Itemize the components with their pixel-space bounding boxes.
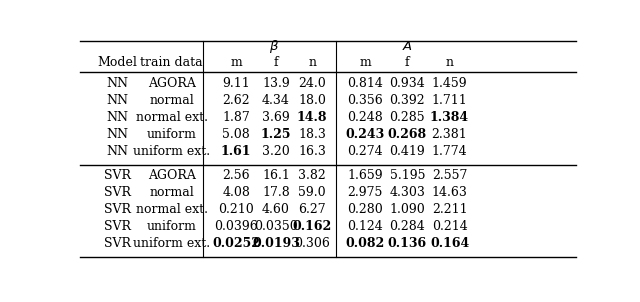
Text: SVR: SVR — [104, 186, 131, 199]
Text: 0.392: 0.392 — [390, 94, 425, 107]
Text: SVR: SVR — [104, 237, 131, 250]
Text: 3.20: 3.20 — [262, 145, 290, 158]
Text: 0.0350: 0.0350 — [254, 220, 298, 233]
Text: 18.0: 18.0 — [298, 94, 326, 107]
Text: 0.210: 0.210 — [218, 203, 254, 217]
Text: 1.87: 1.87 — [222, 111, 250, 124]
Text: 0.164: 0.164 — [430, 237, 469, 250]
Text: 14.8: 14.8 — [297, 111, 328, 124]
Text: SVR: SVR — [104, 220, 131, 233]
Text: 1.774: 1.774 — [432, 145, 467, 158]
Text: NN: NN — [106, 77, 128, 90]
Text: uniform: uniform — [147, 128, 196, 141]
Text: SVR: SVR — [104, 203, 131, 217]
Text: 16.3: 16.3 — [298, 145, 326, 158]
Text: 0.419: 0.419 — [390, 145, 425, 158]
Text: 0.214: 0.214 — [431, 220, 467, 233]
Text: 3.82: 3.82 — [298, 169, 326, 182]
Text: 0.814: 0.814 — [348, 77, 383, 90]
Text: m: m — [359, 56, 371, 69]
Text: 2.211: 2.211 — [432, 203, 467, 217]
Text: 0.136: 0.136 — [388, 237, 427, 250]
Text: 0.284: 0.284 — [390, 220, 425, 233]
Text: train data: train data — [140, 56, 203, 69]
Text: 1.61: 1.61 — [221, 145, 252, 158]
Text: 1.459: 1.459 — [432, 77, 467, 90]
Text: 5.195: 5.195 — [390, 169, 425, 182]
Text: 1.25: 1.25 — [260, 128, 291, 141]
Text: 9.11: 9.11 — [222, 77, 250, 90]
Text: 0.243: 0.243 — [346, 128, 385, 141]
Text: uniform ext.: uniform ext. — [133, 145, 211, 158]
Text: normal: normal — [149, 94, 194, 107]
Text: 4.34: 4.34 — [262, 94, 290, 107]
Text: 0.0252: 0.0252 — [212, 237, 260, 250]
Text: 2.56: 2.56 — [223, 169, 250, 182]
Text: 4.08: 4.08 — [222, 186, 250, 199]
Text: uniform: uniform — [147, 220, 196, 233]
Text: 2.62: 2.62 — [223, 94, 250, 107]
Text: f: f — [274, 56, 278, 69]
Text: uniform ext.: uniform ext. — [133, 237, 211, 250]
Text: Model: Model — [97, 56, 137, 69]
Text: n: n — [445, 56, 454, 69]
Text: $A$: $A$ — [402, 40, 413, 53]
Text: normal ext.: normal ext. — [136, 111, 208, 124]
Text: 0.0193: 0.0193 — [252, 237, 300, 250]
Text: $\beta$: $\beta$ — [269, 38, 279, 55]
Text: NN: NN — [106, 128, 128, 141]
Text: SVR: SVR — [104, 169, 131, 182]
Text: 0.280: 0.280 — [348, 203, 383, 217]
Text: 1.711: 1.711 — [431, 94, 467, 107]
Text: f: f — [405, 56, 410, 69]
Text: 16.1: 16.1 — [262, 169, 290, 182]
Text: 0.306: 0.306 — [294, 237, 330, 250]
Text: normal ext.: normal ext. — [136, 203, 208, 217]
Text: 2.381: 2.381 — [431, 128, 467, 141]
Text: 0.124: 0.124 — [348, 220, 383, 233]
Text: AGORA: AGORA — [148, 169, 196, 182]
Text: 24.0: 24.0 — [298, 77, 326, 90]
Text: 4.303: 4.303 — [389, 186, 426, 199]
Text: 0.162: 0.162 — [292, 220, 332, 233]
Text: AGORA: AGORA — [148, 77, 196, 90]
Text: NN: NN — [106, 111, 128, 124]
Text: 0.356: 0.356 — [348, 94, 383, 107]
Text: 2.975: 2.975 — [348, 186, 383, 199]
Text: NN: NN — [106, 94, 128, 107]
Text: 18.3: 18.3 — [298, 128, 326, 141]
Text: 3.69: 3.69 — [262, 111, 290, 124]
Text: 0.248: 0.248 — [348, 111, 383, 124]
Text: 4.60: 4.60 — [262, 203, 290, 217]
Text: 0.082: 0.082 — [346, 237, 385, 250]
Text: 0.274: 0.274 — [348, 145, 383, 158]
Text: 17.8: 17.8 — [262, 186, 290, 199]
Text: n: n — [308, 56, 316, 69]
Text: 1.659: 1.659 — [348, 169, 383, 182]
Text: m: m — [230, 56, 242, 69]
Text: 14.63: 14.63 — [431, 186, 467, 199]
Text: 5.08: 5.08 — [222, 128, 250, 141]
Text: 0.0396: 0.0396 — [214, 220, 258, 233]
Text: NN: NN — [106, 145, 128, 158]
Text: normal: normal — [149, 186, 194, 199]
Text: 59.0: 59.0 — [298, 186, 326, 199]
Text: 1.384: 1.384 — [430, 111, 469, 124]
Text: 6.27: 6.27 — [298, 203, 326, 217]
Text: 0.934: 0.934 — [390, 77, 425, 90]
Text: 2.557: 2.557 — [432, 169, 467, 182]
Text: 0.285: 0.285 — [390, 111, 425, 124]
Text: 13.9: 13.9 — [262, 77, 290, 90]
Text: 0.268: 0.268 — [388, 128, 427, 141]
Text: 1.090: 1.090 — [390, 203, 425, 217]
